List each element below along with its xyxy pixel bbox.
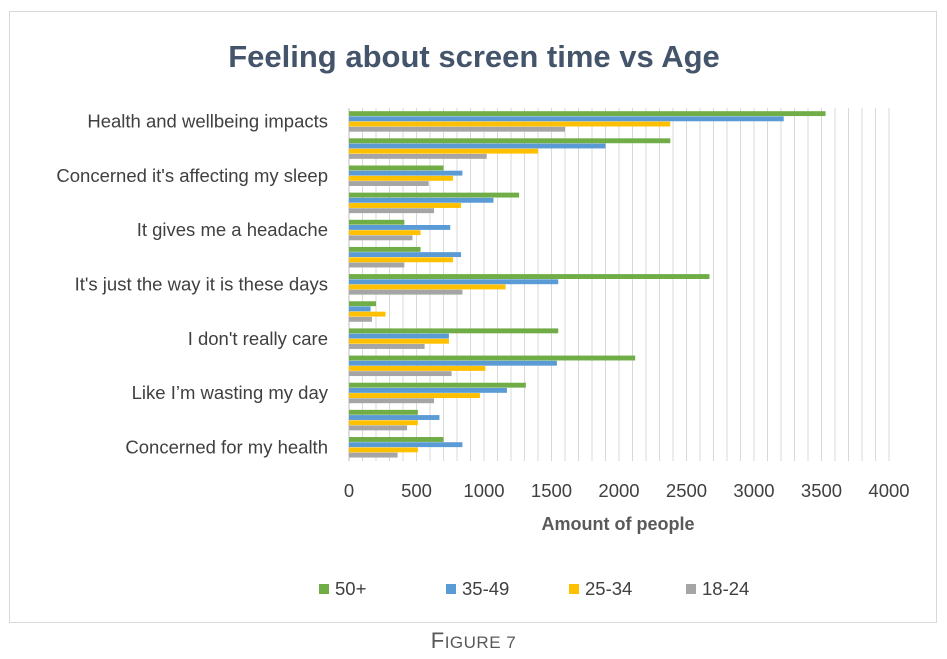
- chart-title: Feeling about screen time vs Age: [228, 39, 720, 74]
- bar-1824-10: [349, 398, 435, 404]
- bar-50-11: [349, 409, 418, 415]
- bar-2534-9: [349, 365, 486, 371]
- bar-50-5: [349, 246, 421, 252]
- bar-3549-12: [349, 442, 463, 448]
- legend-swatch: [319, 584, 329, 594]
- bar-1824-1: [349, 153, 487, 159]
- bar-50-10: [349, 382, 526, 388]
- bar-3549-6: [349, 279, 559, 285]
- bar-3549-1: [349, 143, 606, 149]
- bar-2534-11: [349, 420, 418, 426]
- caption-rest: IGURE 7: [444, 633, 517, 652]
- category-label: Concerned for my health: [125, 436, 328, 457]
- bar-2534-2: [349, 175, 453, 181]
- bar-1824-7: [349, 316, 372, 322]
- x-tick-label: 3500: [801, 480, 842, 501]
- x-tick-label: 0: [344, 480, 354, 501]
- bar-1824-8: [349, 344, 425, 349]
- bar-1824-11: [349, 425, 408, 431]
- bar-3549-8: [349, 333, 449, 339]
- bar-2534-7: [349, 311, 386, 317]
- bar-50-1: [349, 138, 671, 144]
- x-tick-label: 1000: [463, 480, 504, 501]
- bar-2534-12: [349, 447, 418, 453]
- bar-2534-3: [349, 203, 462, 208]
- category-label: Concerned it's affecting my sleep: [56, 165, 328, 186]
- bar-3549-4: [349, 224, 451, 230]
- x-tick-label: 4000: [868, 480, 909, 501]
- bar-1824-0: [349, 126, 565, 132]
- x-tick-label: 2000: [598, 480, 639, 501]
- bar-2534-6: [349, 284, 506, 290]
- bar-50-0: [349, 111, 826, 117]
- bar-2534-5: [349, 257, 453, 263]
- bar-1824-5: [349, 262, 405, 268]
- x-tick-label: 1500: [531, 480, 572, 501]
- bar-3549-7: [349, 306, 371, 312]
- legend-label: 35-49: [462, 578, 509, 599]
- bar-1824-4: [349, 235, 413, 241]
- figure-caption: FIGURE 7: [0, 628, 947, 654]
- x-axis-title: Amount of people: [542, 514, 695, 534]
- legend-label: 25-34: [585, 578, 632, 599]
- bar-1824-9: [349, 371, 452, 377]
- bar-50-12: [349, 437, 444, 442]
- bar-2534-10: [349, 393, 480, 399]
- bar-50-7: [349, 301, 376, 307]
- caption-first-letter: F: [430, 628, 445, 653]
- bar-1824-3: [349, 208, 435, 214]
- bar-3549-9: [349, 360, 557, 366]
- bar-50-4: [349, 219, 405, 225]
- x-tick-label: 2500: [666, 480, 707, 501]
- bar-2534-4: [349, 230, 421, 236]
- bar-1824-2: [349, 181, 429, 186]
- legend-swatch: [686, 584, 696, 594]
- bar-3549-5: [349, 252, 462, 258]
- bar-3549-2: [349, 170, 463, 176]
- bar-50-6: [349, 274, 710, 279]
- category-label: Like I’m wasting my day: [132, 382, 329, 403]
- bar-50-9: [349, 355, 636, 361]
- category-label: It's just the way it is these days: [75, 274, 328, 295]
- legend-label: 18-24: [702, 578, 749, 599]
- bar-2534-1: [349, 148, 538, 154]
- bar-2534-8: [349, 338, 449, 344]
- legend-swatch: [446, 584, 456, 594]
- bar-50-3: [349, 192, 520, 198]
- category-label: I don't really care: [188, 328, 328, 349]
- legend-label: 50+: [335, 578, 366, 599]
- bar-2534-0: [349, 121, 671, 127]
- bar-3549-3: [349, 197, 494, 203]
- bar-1824-12: [349, 452, 398, 458]
- bar-1824-6: [349, 289, 463, 295]
- bar-50-2: [349, 165, 444, 171]
- bar-50-8: [349, 328, 559, 334]
- legend-swatch: [569, 584, 579, 594]
- category-label: It gives me a headache: [137, 219, 328, 240]
- x-tick-label: 500: [401, 480, 432, 501]
- bar-3549-11: [349, 415, 440, 420]
- x-tick-label: 3000: [733, 480, 774, 501]
- bar-3549-10: [349, 387, 507, 393]
- bar-3549-0: [349, 116, 784, 122]
- category-label: Health and wellbeing impacts: [87, 111, 328, 132]
